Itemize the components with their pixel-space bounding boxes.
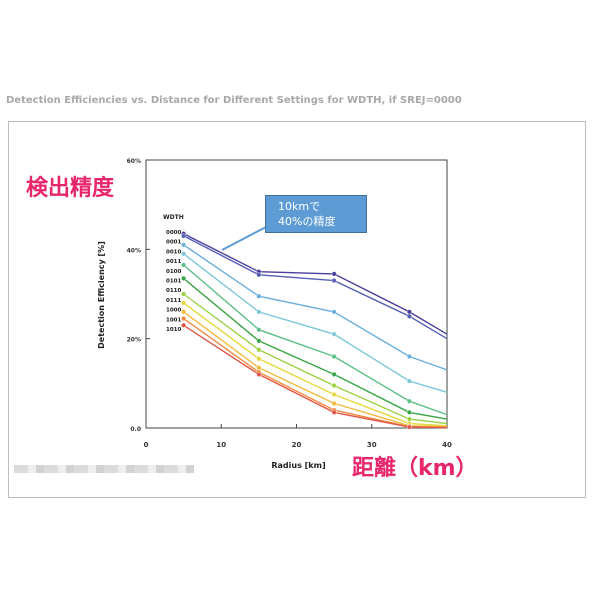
data-point — [256, 327, 262, 333]
data-point — [181, 233, 187, 239]
data-point — [181, 275, 187, 281]
legend-entry: 1010 — [166, 327, 181, 333]
x-tick-label: 30 — [367, 441, 377, 449]
y-axis-title: Detection Efficiency [%] — [97, 241, 106, 349]
x-annotation-jp: 距離（km） — [352, 456, 478, 481]
data-point — [406, 354, 412, 360]
data-point — [256, 347, 262, 353]
callout-line1: 10kmで — [278, 200, 321, 213]
legend-entry: 0110 — [166, 288, 181, 294]
legend-entry: 1001 — [166, 317, 181, 323]
data-point — [256, 293, 262, 299]
data-point — [406, 398, 412, 404]
data-point — [181, 262, 187, 268]
x-axis-title: Radius [km] — [271, 461, 325, 470]
y-tick-label: 60% — [127, 158, 141, 165]
data-point — [256, 365, 262, 371]
data-point — [256, 338, 262, 344]
data-point — [181, 316, 187, 322]
callout-pointer — [221, 225, 269, 251]
data-point — [181, 242, 187, 248]
data-point — [331, 271, 337, 277]
data-point — [256, 309, 262, 315]
data-point — [256, 272, 262, 278]
legend-entry: 0010 — [166, 249, 181, 255]
x-tick-label: 40 — [442, 441, 452, 449]
legend-entry: 0001 — [166, 240, 181, 246]
data-point — [181, 309, 187, 315]
callout-line2: 40%の精度 — [278, 215, 336, 228]
data-point — [181, 300, 187, 306]
y-tick-label: 20% — [127, 337, 141, 344]
data-point — [331, 371, 337, 377]
data-point — [331, 354, 337, 360]
y-annotation-jp: 検出精度 — [26, 176, 115, 201]
legend-entry: 0111 — [166, 298, 181, 304]
data-point — [181, 291, 187, 297]
x-tick-label: 0 — [144, 441, 149, 449]
data-point — [331, 400, 337, 406]
data-point — [181, 251, 187, 257]
data-point — [331, 331, 337, 337]
data-point — [406, 409, 412, 415]
data-point — [331, 309, 337, 315]
legend-entry: 1000 — [166, 308, 181, 314]
y-tick-label: 0.0 — [130, 426, 141, 433]
legend-entry: 0011 — [166, 259, 181, 265]
data-point — [181, 322, 187, 328]
data-point — [331, 383, 337, 389]
legend-entry: 0100 — [166, 269, 181, 275]
y-tick-label: 40% — [127, 247, 141, 254]
data-point — [331, 392, 337, 398]
page-title: Detection Efficiencies vs. Distance for … — [6, 95, 462, 106]
x-tick-label: 20 — [292, 441, 302, 449]
blurred-caption — [14, 465, 194, 473]
data-point — [406, 313, 412, 319]
data-point — [406, 378, 412, 384]
legend-title: WDTH — [163, 214, 184, 221]
x-tick-label: 10 — [216, 441, 226, 449]
data-point — [256, 356, 262, 362]
data-point — [331, 409, 337, 415]
callout-box: 10kmで 40%の精度 — [265, 195, 367, 233]
data-point — [406, 416, 412, 422]
data-point — [406, 309, 412, 315]
data-point — [331, 278, 337, 284]
legend-entry: 0101 — [166, 279, 181, 285]
data-point — [406, 424, 412, 430]
legend-entry: 0000 — [166, 230, 181, 236]
data-point — [256, 371, 262, 377]
